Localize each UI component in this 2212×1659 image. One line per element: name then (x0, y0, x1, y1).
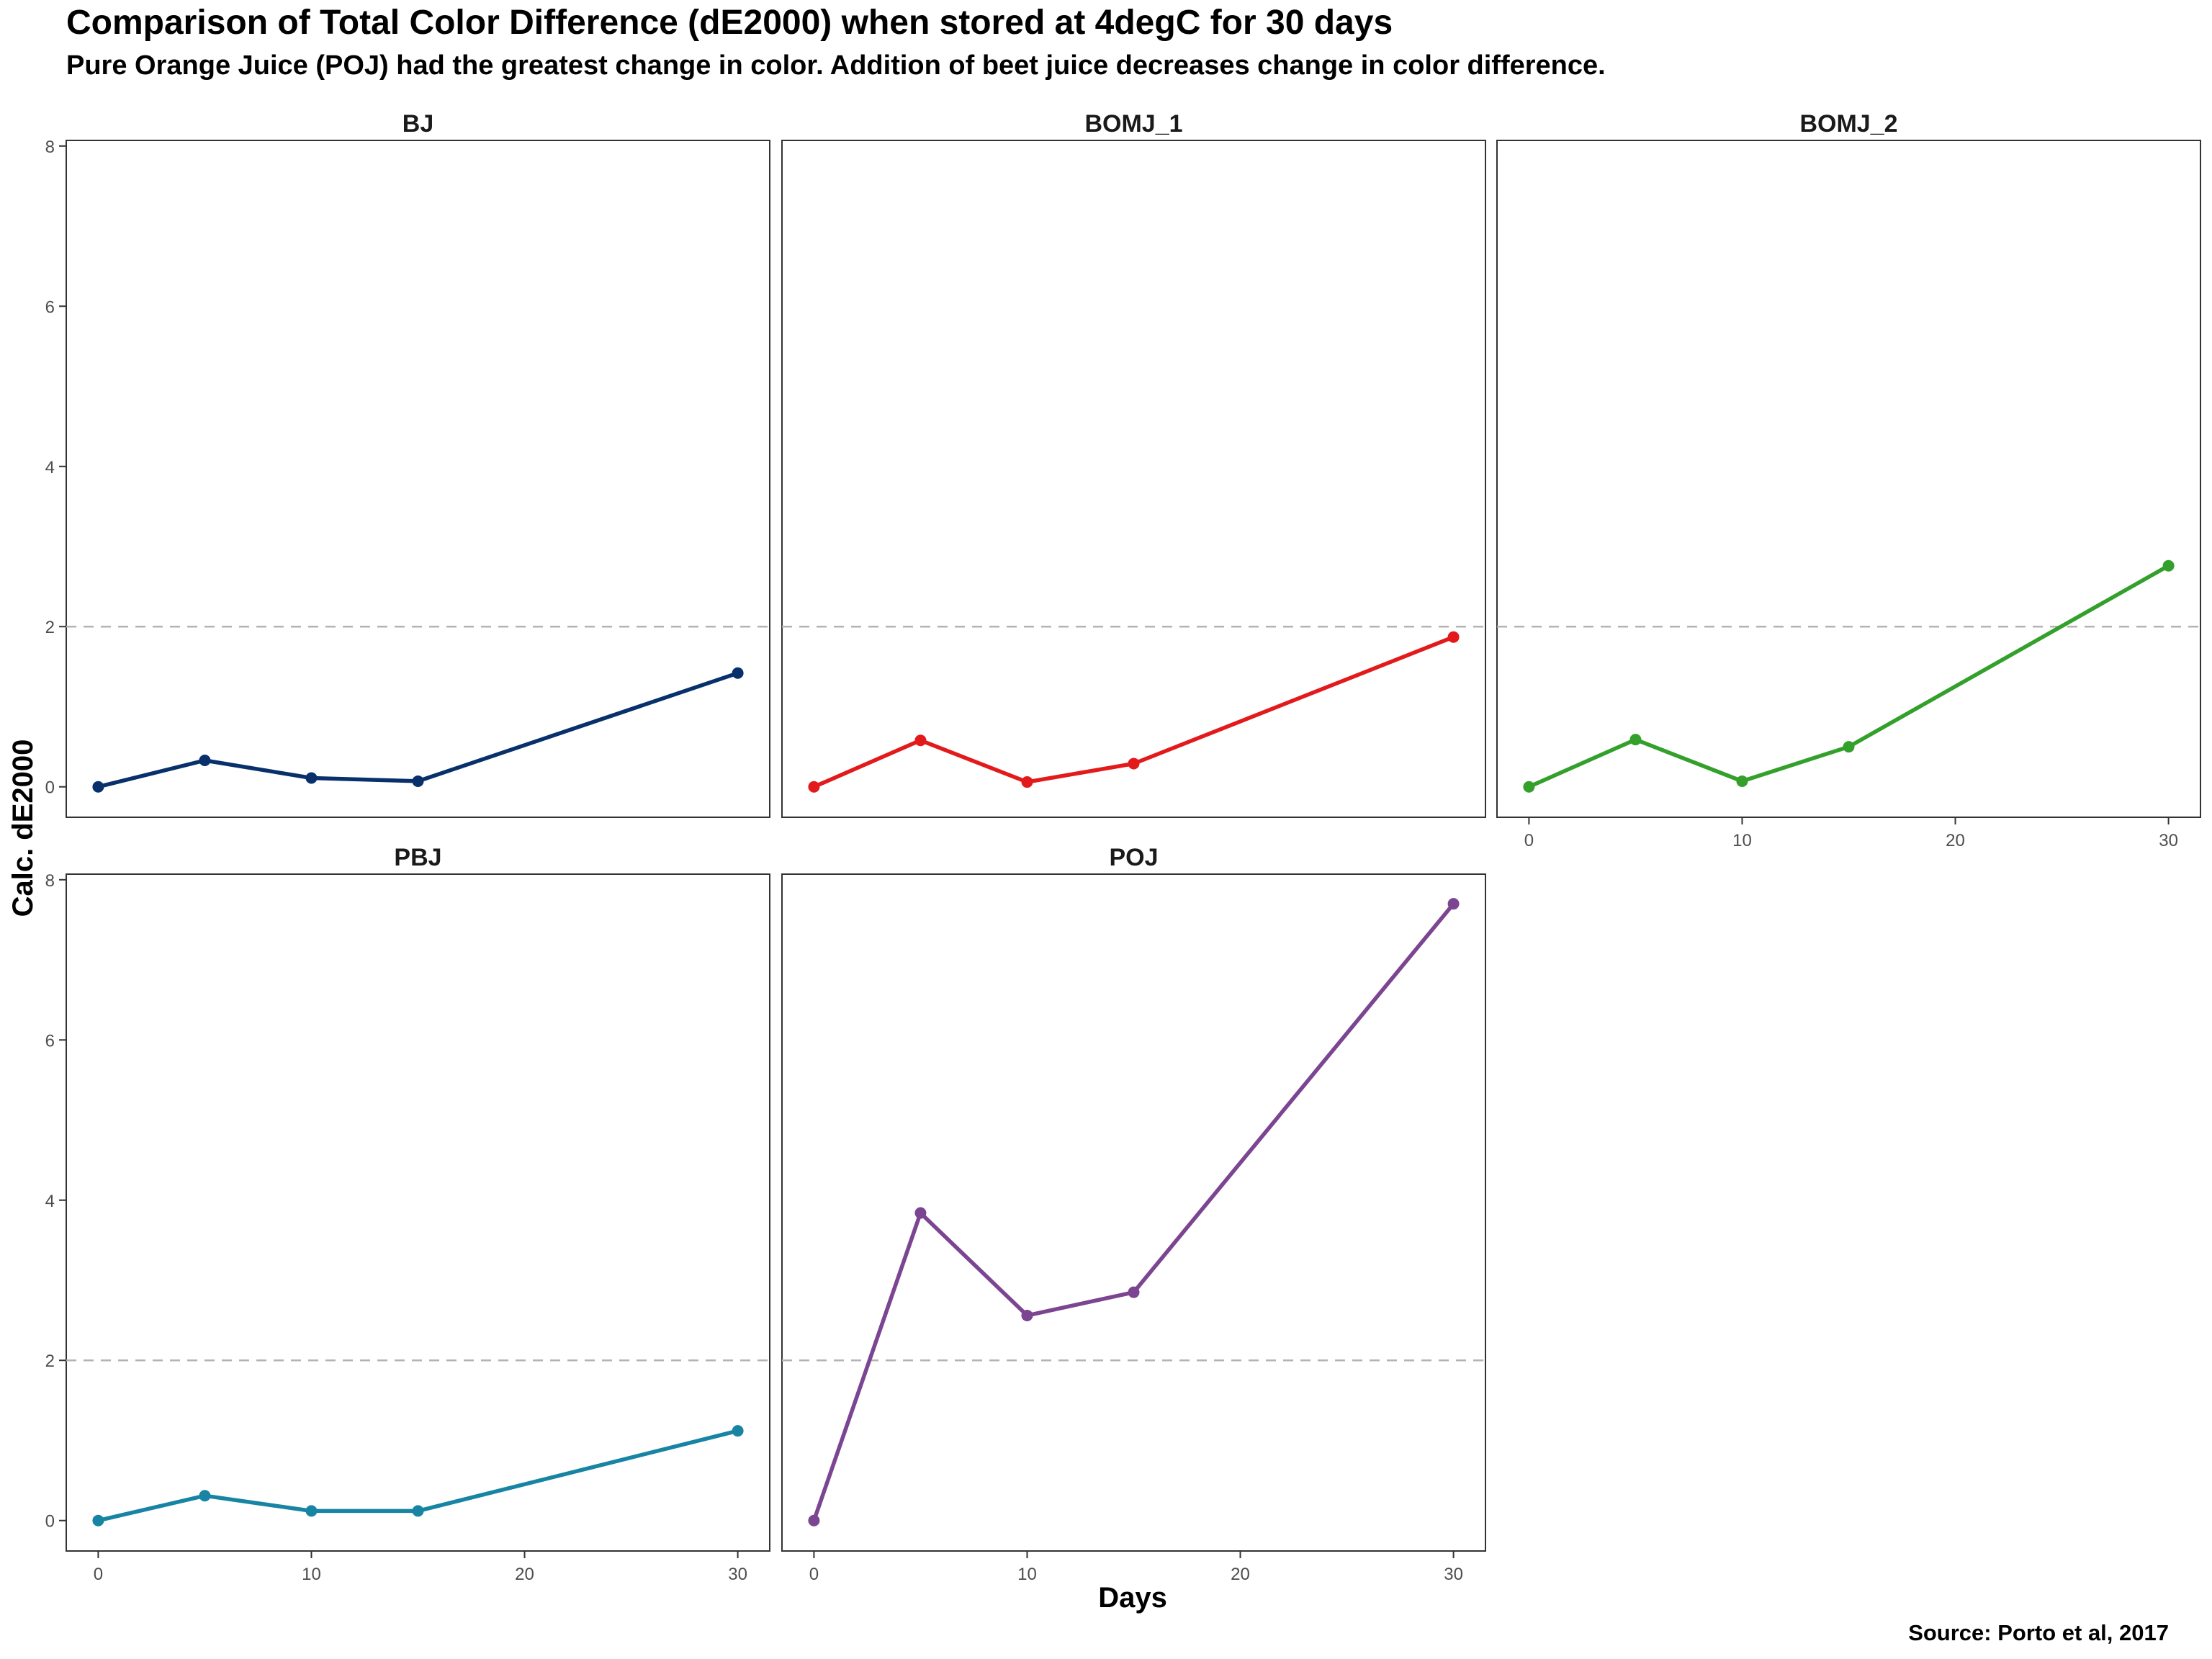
x-tick-label: 20 (1231, 1565, 1250, 1584)
data-point (412, 775, 424, 787)
x-tick-label: 10 (302, 1565, 321, 1584)
y-tick-label: 0 (45, 778, 55, 798)
x-tick-label: 20 (1946, 831, 1965, 850)
y-tick-label: 4 (45, 458, 55, 477)
data-point (92, 781, 104, 793)
x-tick-label: 30 (2159, 831, 2178, 850)
data-point (305, 772, 318, 784)
x-tick-label: 30 (728, 1565, 747, 1584)
y-tick-label: 6 (45, 297, 55, 317)
data-point (914, 1207, 927, 1219)
facet-label: PBJ (394, 844, 441, 871)
data-point (1629, 734, 1642, 746)
facet-label: BJ (403, 110, 433, 138)
y-tick-label: 8 (45, 138, 55, 157)
data-point (1021, 776, 1033, 788)
x-tick-label: 0 (1524, 831, 1534, 850)
data-point (1736, 775, 1748, 787)
x-tick-label: 0 (809, 1565, 819, 1584)
x-tick-label: 30 (1444, 1565, 1463, 1584)
data-point (1128, 757, 1140, 770)
data-point (199, 755, 211, 767)
facet-label: POJ (1109, 844, 1158, 871)
chart-subtitle: Pure Orange Juice (POJ) had the greatest… (66, 50, 1606, 81)
data-point (199, 1490, 211, 1502)
panel-frame (66, 873, 770, 1552)
x-tick-label: 10 (1017, 1565, 1037, 1584)
data-point (1021, 1309, 1033, 1321)
x-tick-label: 10 (1732, 831, 1752, 850)
data-point (412, 1505, 424, 1517)
panel-frame (1496, 140, 2201, 818)
data-point (305, 1505, 318, 1517)
y-tick-label: 0 (45, 1512, 55, 1532)
data-point (808, 1514, 820, 1527)
y-axis-label: Calc. dE2000 (7, 739, 39, 917)
data-point (2162, 559, 2175, 572)
x-tick-label: 0 (94, 1565, 103, 1584)
x-axis-label: Days (1098, 1582, 1167, 1614)
panel-frame (66, 140, 770, 818)
data-point (1447, 898, 1460, 910)
y-tick-label: 2 (45, 618, 55, 637)
data-point (808, 781, 820, 793)
y-tick-label: 4 (45, 1192, 55, 1211)
data-point (732, 1425, 744, 1437)
y-tick-label: 2 (45, 1352, 55, 1371)
data-point (1843, 741, 1855, 753)
x-tick-label: 20 (515, 1565, 534, 1584)
data-point (1128, 1286, 1140, 1298)
data-point (732, 667, 744, 679)
facet-label: BOMJ_1 (1084, 110, 1182, 138)
panel-frame (781, 873, 1486, 1552)
y-tick-label: 6 (45, 1031, 55, 1051)
y-tick-label: 8 (45, 871, 55, 891)
data-point (1523, 781, 1535, 793)
facet-label: BOMJ_2 (1799, 110, 1897, 138)
data-point (1447, 631, 1460, 643)
panel-frame (781, 140, 1486, 818)
chart-title: Comparison of Total Color Difference (dE… (66, 4, 1393, 42)
data-point (92, 1514, 104, 1527)
source-caption: Source: Porto et al, 2017 (1908, 1620, 2169, 1645)
data-point (914, 734, 927, 747)
